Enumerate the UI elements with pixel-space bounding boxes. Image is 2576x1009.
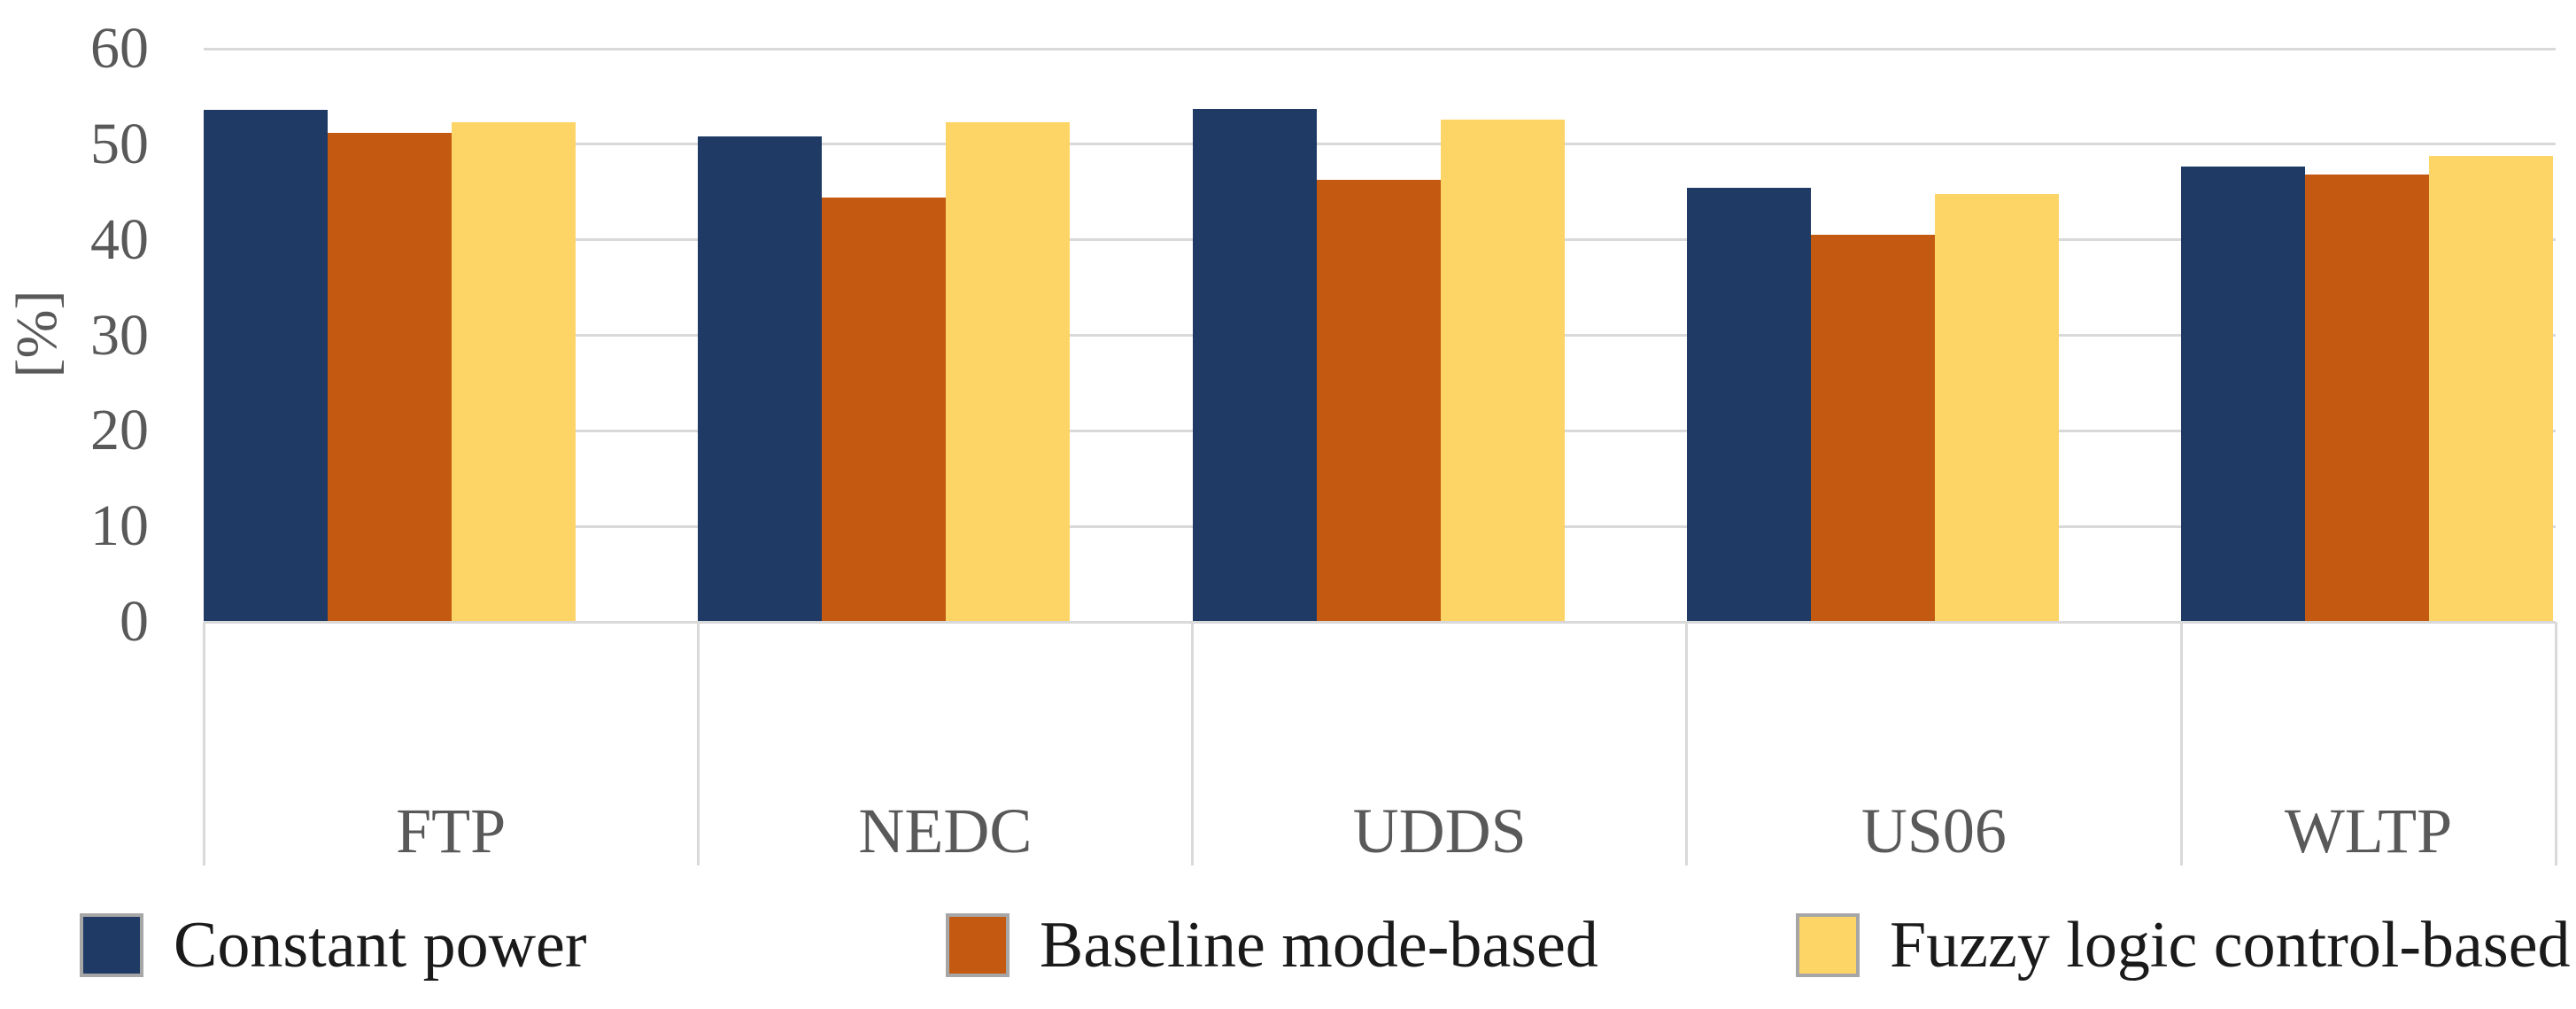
legend-item-fuzzy-logic-control-based: Fuzzy logic control-based <box>1796 909 2571 982</box>
bar-baseline-mode-based-udds <box>1316 179 1441 622</box>
x-axis-line <box>204 620 2556 624</box>
legend-label-constant-power: Constant power <box>174 908 587 982</box>
bar-constant-power-ftp <box>204 110 328 622</box>
y-tick-label-30: 30 <box>90 302 149 368</box>
legend-label-fuzzy-logic-control-based: Fuzzy logic control-based <box>1890 908 2571 982</box>
legend-swatch-constant-power <box>80 913 143 977</box>
gridline-60 <box>204 47 2556 50</box>
bar-baseline-mode-based-us06 <box>1810 235 1935 622</box>
category-tick-2 <box>1191 622 1194 865</box>
bar-baseline-mode-based-wltp <box>2305 175 2429 622</box>
bar-fuzzy-logic-control-based-us06 <box>1934 193 2059 622</box>
x-label-wltp: WLTP <box>2284 796 2453 866</box>
bar-constant-power-udds <box>1192 108 1317 622</box>
bar-baseline-mode-based-ftp <box>328 132 452 622</box>
legend-swatch-baseline-mode-based <box>946 913 1010 977</box>
bar-fuzzy-logic-control-based-ftp <box>452 122 576 622</box>
legend-item-constant-power: Constant power <box>80 909 587 982</box>
x-label-nedc: NEDC <box>858 796 1033 866</box>
gridline-50 <box>204 143 2556 146</box>
bar-fuzzy-logic-control-based-wltp <box>2429 155 2553 622</box>
y-tick-label-60: 60 <box>90 16 149 81</box>
legend-item-baseline-mode-based: Baseline mode-based <box>946 909 1598 982</box>
bar-constant-power-nedc <box>698 136 823 622</box>
bar-fuzzy-logic-control-based-udds <box>1440 119 1565 622</box>
y-tick-label-10: 10 <box>90 493 149 559</box>
category-tick-3 <box>1685 622 1689 865</box>
category-tick-1 <box>696 622 700 865</box>
y-tick-label-50: 50 <box>90 111 149 176</box>
legend-label-baseline-mode-based: Baseline mode-based <box>1040 908 1598 982</box>
y-tick-label-0: 0 <box>120 589 149 654</box>
legend-swatch-fuzzy-logic-control-based <box>1796 913 1860 977</box>
bar-baseline-mode-based-nedc <box>822 198 947 622</box>
x-label-us06: US06 <box>1860 796 2007 866</box>
bar-constant-power-wltp <box>2181 166 2305 622</box>
bar-constant-power-us06 <box>1686 188 1811 622</box>
category-tick-4 <box>2179 622 2183 865</box>
y-tick-label-20: 20 <box>90 398 149 463</box>
category-tick-0 <box>202 622 205 865</box>
category-tick-5 <box>2554 622 2557 865</box>
x-label-udds: UDDS <box>1352 796 1527 866</box>
bar-fuzzy-logic-control-based-nedc <box>946 122 1071 622</box>
y-tick-label-40: 40 <box>90 206 149 272</box>
x-label-ftp: FTP <box>396 796 507 866</box>
